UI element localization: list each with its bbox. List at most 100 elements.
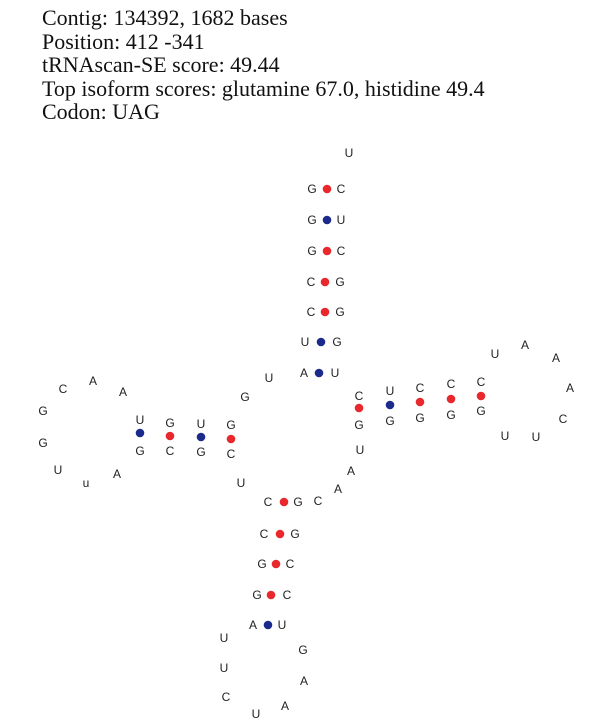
base-d-loop: G — [38, 436, 47, 450]
base-t-top: C — [355, 389, 364, 403]
base-pair-dot — [415, 397, 425, 407]
base-acceptor-right: G — [332, 335, 341, 349]
base-d-loop: C — [59, 382, 68, 396]
base-acceptor-right: G — [335, 275, 344, 289]
base-anticodon-loop: U — [220, 631, 229, 645]
base-pair-dot — [385, 400, 395, 410]
base-d-top: U — [197, 417, 206, 431]
base-acceptor-left: G — [307, 182, 316, 196]
base-t-loop: A — [552, 351, 560, 365]
base-t-top: C — [416, 381, 425, 395]
base-anticodon-left: C — [260, 527, 269, 541]
base-anticodon-right: U — [278, 618, 287, 632]
base-connector: G — [240, 390, 249, 404]
base-acceptor-right: C — [337, 244, 346, 258]
base-t-top: C — [447, 377, 456, 391]
base-pair-dot — [316, 337, 326, 347]
base-anticodon-right: C — [286, 557, 295, 571]
position-line: Position: 412 -341 — [42, 28, 205, 54]
base-acceptor-left: U — [301, 335, 310, 349]
base-t-bottom: G — [415, 411, 424, 425]
base-d-loop: A — [119, 385, 127, 399]
base-acceptor-right: U — [337, 213, 346, 227]
base-acceptor-left: G — [307, 244, 316, 258]
base-anticodon-left: A — [249, 618, 257, 632]
base-pair-dot — [476, 391, 486, 401]
base-pair-dot — [271, 559, 281, 569]
base-pair-dot — [196, 432, 206, 442]
base-pair-dot — [322, 246, 332, 256]
base-d-top: G — [165, 416, 174, 430]
base-pair-dot — [322, 184, 332, 194]
base-anticodon-right: C — [283, 588, 292, 602]
base-pair-dot — [266, 590, 276, 600]
base-pair-dot — [322, 215, 332, 225]
base-anticodon-loop: C — [222, 690, 231, 704]
base-t-top: C — [477, 375, 486, 389]
base-connector: U — [265, 371, 274, 385]
base-variable: A — [334, 482, 342, 496]
base-anticodon-right: G — [290, 527, 299, 541]
base-pair-dot — [135, 428, 145, 438]
base-anticodon-left: G — [252, 588, 261, 602]
base-d-top: U — [136, 413, 145, 427]
base-variable: A — [347, 464, 355, 478]
base-t-bottom: G — [446, 408, 455, 422]
codon-line: Codon: UAG — [42, 99, 160, 124]
base-t-loop: U — [491, 347, 500, 361]
base-t-loop: A — [521, 338, 529, 352]
base-t-top: U — [386, 384, 395, 398]
base-anticodon-right: G — [293, 495, 302, 509]
base-t-bottom: G — [385, 414, 394, 428]
base-acceptor-left: C — [307, 305, 316, 319]
base-connector: U — [237, 476, 246, 490]
base-anticodon-left: C — [264, 495, 273, 509]
base-d-bottom: G — [196, 445, 205, 459]
base-variable: U — [356, 443, 365, 457]
base-anticodon-loop: A — [281, 699, 289, 713]
header-info: Contig: 134392, 1682 bases Position: 412… — [42, 6, 485, 124]
base-pair-dot — [263, 620, 273, 630]
base-d-bottom: G — [135, 444, 144, 458]
base-pair-dot — [314, 368, 324, 378]
base-acceptor-left: C — [307, 275, 316, 289]
base-anticodon-loop: A — [300, 674, 308, 688]
base-pair-dot — [320, 277, 330, 287]
base-d-loop: U — [54, 463, 63, 477]
base-d-loop: G — [38, 404, 47, 418]
base-d-top: G — [226, 418, 235, 432]
base-acceptor-right: U — [331, 366, 340, 380]
base-t-bottom: G — [476, 404, 485, 418]
base-acceptor-unpaired: U — [345, 146, 354, 160]
base-acceptor-left: G — [307, 213, 316, 227]
base-d-bottom: C — [227, 447, 236, 461]
base-pair-dot — [275, 529, 285, 539]
base-anticodon-loop: G — [298, 643, 307, 657]
base-anticodon-left: G — [257, 557, 266, 571]
base-t-loop: C — [559, 412, 568, 426]
base-pair-dot — [279, 497, 289, 507]
base-t-loop: A — [566, 381, 574, 395]
base-d-loop: u — [83, 476, 90, 490]
base-acceptor-left: A — [300, 366, 308, 380]
isoform-scores-line: Top isoform scores: glutamine 67.0, hist… — [42, 75, 485, 101]
base-d-loop: A — [89, 374, 97, 388]
base-anticodon-loop: U — [252, 707, 261, 721]
base-pair-dot — [320, 307, 330, 317]
base-t-bottom: G — [354, 418, 363, 432]
base-pair-dot — [354, 403, 364, 413]
base-d-loop: A — [113, 467, 121, 481]
base-t-loop: U — [532, 430, 541, 444]
base-acceptor-right: C — [337, 182, 346, 196]
contig-line: Contig: 134392, 1682 bases — [42, 5, 288, 30]
base-anticodon-loop: U — [220, 661, 229, 675]
base-variable: C — [314, 494, 323, 508]
base-acceptor-right: G — [335, 305, 344, 319]
base-t-loop: U — [501, 429, 510, 443]
base-d-bottom: C — [166, 444, 175, 458]
base-pair-dot — [446, 394, 456, 404]
base-pair-dot — [165, 431, 175, 441]
base-pair-dot — [226, 434, 236, 444]
score-line: tRNAscan-SE score: 49.44 — [42, 52, 280, 77]
